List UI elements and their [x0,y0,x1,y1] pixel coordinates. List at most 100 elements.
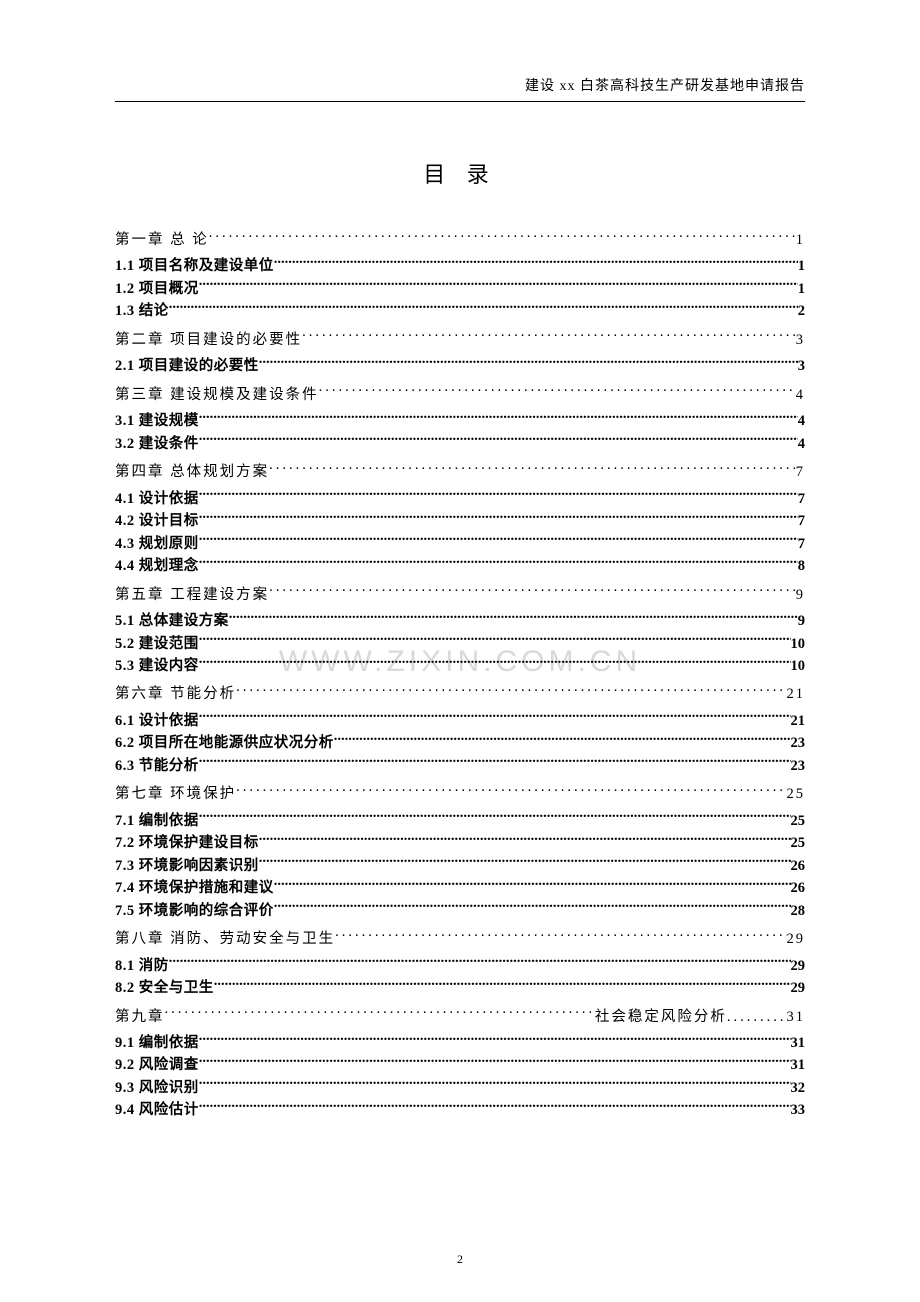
toc-leader-dots [199,633,791,648]
toc-leader-dots [199,556,798,571]
toc-chapter-row: 第七章 环境保护25 [115,783,805,805]
toc-page-number: 28 [791,900,806,922]
toc-label: 7.2 环境保护建设目标 [115,832,259,854]
toc-section-row: 9.4 风险估计33 [115,1099,805,1121]
toc-section-row: 1.1 项目名称及建设单位 1 [115,255,805,277]
toc-section-row: 6.3 节能分析 23 [115,755,805,777]
toc-label: 第六章 节能分析 [115,683,236,705]
toc-section-row: 7.3 环境影响因素识别26 [115,855,805,877]
toc-leader-dots [199,1077,791,1092]
toc-page-number: 1 [796,229,805,251]
toc-label: 5.3 建设内容 [115,655,199,677]
toc-page-number: 4 [798,433,805,455]
toc-leader-dots [169,301,798,316]
toc-leader-dots [209,230,796,245]
toc-page-number: 4 [796,384,805,406]
toc-leader-dots [199,511,798,526]
toc-leader-dots [302,329,796,344]
toc-page-number: 21 [791,710,806,732]
toc-page-number: 32 [791,1077,806,1099]
toc-page-number: 2 [798,300,805,322]
toc-label: 1.1 项目名称及建设单位 [115,255,274,277]
toc-page-number: 4 [798,410,805,432]
toc-section-row: 8.1 消防29 [115,955,805,977]
toc-chapter-row: 第六章 节能分析 21 [115,683,805,705]
toc-section-row: 7.2 环境保护建设目标 25 [115,832,805,854]
toc-label: 9.3 风险识别 [115,1077,199,1099]
toc-label: 7.1 编制依据 [115,810,199,832]
toc-chapter-row: 第四章 总体规划方案 7 [115,461,805,483]
toc-section-row: 8.2 安全与卫生29 [115,977,805,999]
toc-page-number: 7 [798,510,805,532]
toc-leader-dots [169,955,791,970]
toc-page-number: 7 [796,461,805,483]
toc-title: 目 录 [115,157,805,189]
toc-section-row: 1.2 项目概况 1 [115,278,805,300]
toc-leader-dots [259,833,791,848]
toc-page-number: 21 [787,683,806,705]
toc-label: 第五章 工程建设方案 [115,584,269,606]
toc-leader-dots [274,256,798,271]
toc-label: 6.2 项目所在地能源供应状况分析 [115,732,334,754]
toc-leader-dots [199,1033,791,1048]
toc-section-row: 4.4 规划理念 8 [115,555,805,577]
toc-leader-dots [199,1055,791,1070]
toc-page-number: 23 [791,732,806,754]
toc-label: 第四章 总体规划方案 [115,461,269,483]
toc-page-number: 31 [787,1006,806,1028]
toc-section-row: 6.1 设计依据21 [115,710,805,732]
toc-label: 1.2 项目概况 [115,278,199,300]
toc-label: 5.2 建设范围 [115,633,199,655]
toc-label: 第三章 建设规模及建设条件 [115,384,319,406]
toc-leader-dots [269,462,796,477]
toc-leader-dots [165,1006,595,1021]
toc-page-number: 3 [798,355,805,377]
toc-page-number: 1 [798,278,805,300]
toc-label-suffix: 社会稳定风险分析 [595,1006,727,1028]
toc-chapter-row: 第九章社会稳定风险分析......... 31 [115,1006,805,1028]
toc-page-number: 23 [791,755,806,777]
table-of-contents: 第一章 总 论11.1 项目名称及建设单位11.2 项目概况11.3 结论2第二… [115,229,805,1122]
toc-leader-dots [229,611,798,626]
toc-page-number: 9 [796,584,805,606]
toc-label: 第二章 项目建设的必要性 [115,329,302,351]
toc-page-number: 10 [791,633,806,655]
toc-section-row: 4.3 规划原则7 [115,533,805,555]
toc-section-row: 2.1 项目建设的必要性3 [115,355,805,377]
toc-label: 6.3 节能分析 [115,755,199,777]
toc-page-number: 1 [798,255,805,277]
toc-label: 5.1 总体建设方案 [115,610,229,632]
toc-leader-dots [199,278,798,293]
toc-leader-dots [199,755,791,770]
toc-leader-dots [199,1100,791,1115]
toc-page-number: 9 [798,610,805,632]
toc-page-number: 25 [791,810,806,832]
toc-page-number: 25 [791,832,806,854]
toc-section-row: 5.1 总体建设方案 9 [115,610,805,632]
toc-label: 第八章 消防、劳动安全与卫生 [115,928,335,950]
toc-leader-dots [274,900,791,915]
toc-section-row: 9.2 风险调查31 [115,1054,805,1076]
toc-leader-dots [199,433,798,448]
toc-section-row: 4.1 设计依据7 [115,488,805,510]
toc-page-number: 10 [791,655,806,677]
toc-page-number: 8 [798,555,805,577]
toc-page-number: 26 [791,877,806,899]
toc-page-number: 29 [787,928,806,950]
toc-label: 4.4 规划理念 [115,555,199,577]
toc-label: 7.3 环境影响因素识别 [115,855,259,877]
toc-leader-dots [335,929,786,944]
toc-section-row: 7.5 环境影响的综合评价28 [115,900,805,922]
toc-chapter-row: 第八章 消防、劳动安全与卫生 29 [115,928,805,950]
toc-label: 第九章 [115,1006,165,1028]
toc-page-number: 7 [798,488,805,510]
toc-chapter-row: 第三章 建设规模及建设条件 4 [115,384,805,406]
toc-chapter-row: 第五章 工程建设方案 9 [115,584,805,606]
toc-section-row: 5.3 建设内容 10 [115,655,805,677]
toc-leader-dots [236,784,786,799]
toc-label: 7.4 环境保护措施和建议 [115,877,274,899]
toc-leader-dots [199,655,791,670]
page-header: 建设 xx 白茶高科技生产研发基地申请报告 [115,75,805,102]
toc-label: 8.1 消防 [115,955,169,977]
toc-chapter-row: 第二章 项目建设的必要性3 [115,329,805,351]
